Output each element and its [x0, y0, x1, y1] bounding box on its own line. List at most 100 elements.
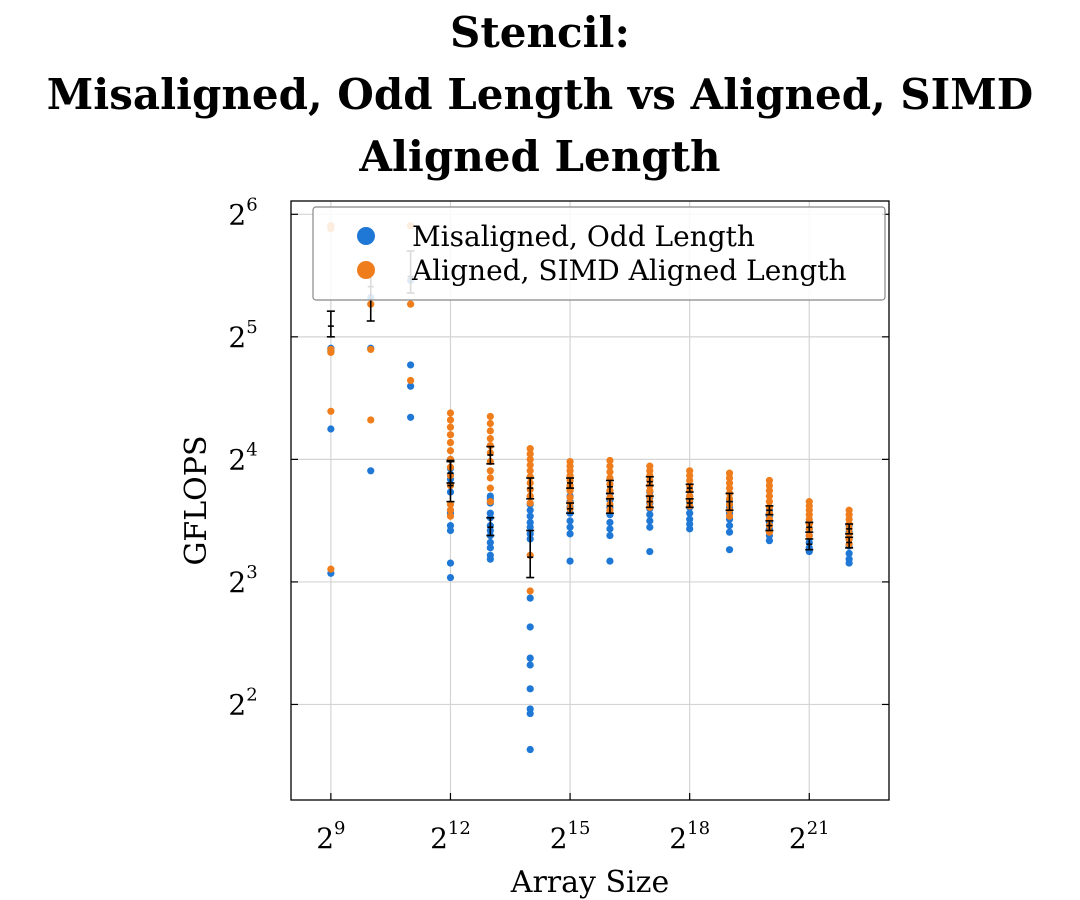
data-point	[486, 484, 494, 492]
data-point	[765, 492, 774, 500]
data-point	[606, 462, 614, 470]
data-point	[446, 500, 455, 509]
data-point	[327, 565, 335, 573]
data-point	[486, 544, 494, 552]
data-point	[526, 661, 534, 669]
y-tick-label: 22	[228, 684, 257, 721]
data-point	[407, 413, 415, 421]
data-point	[526, 506, 534, 514]
data-point	[845, 559, 853, 567]
data-point	[526, 594, 534, 602]
chart-title-line-3: Aligned Length	[359, 132, 721, 181]
x-tick-base: 2	[789, 822, 807, 855]
error-bar	[526, 477, 535, 500]
error-bar	[526, 529, 535, 579]
data-point	[566, 523, 574, 531]
error-bar	[765, 520, 774, 532]
y-tick-exponent: 4	[246, 439, 257, 460]
x-tick-label: 29	[316, 818, 345, 855]
y-tick-exponent: 6	[246, 194, 257, 215]
x-tick-base: 2	[550, 822, 568, 855]
data-point	[526, 467, 534, 475]
error-bar	[605, 479, 614, 495]
x-tick-label: 212	[430, 818, 471, 855]
error-bar	[685, 498, 694, 509]
error-bar	[805, 521, 814, 533]
data-point	[566, 517, 574, 525]
data-point	[367, 467, 375, 475]
legend-label-aligned: Aligned, SIMD Aligned Length	[411, 254, 847, 287]
data-point	[845, 549, 853, 558]
data-point	[486, 419, 494, 428]
data-point	[606, 525, 614, 533]
y-tick-label: 26	[228, 194, 257, 231]
error-bar	[326, 310, 335, 338]
data-point	[526, 654, 534, 662]
data-point	[606, 456, 614, 465]
series-0	[327, 222, 853, 754]
data-points	[327, 222, 853, 754]
data-point	[446, 512, 455, 520]
data-point	[686, 525, 694, 533]
data-point	[407, 300, 415, 308]
y-axis-label: GFLOPS	[179, 435, 214, 565]
data-point	[526, 499, 534, 507]
data-point	[446, 431, 455, 439]
data-point	[765, 498, 774, 506]
data-point	[526, 512, 534, 520]
error-bar	[645, 475, 654, 487]
data-point	[566, 487, 574, 495]
data-point	[526, 587, 534, 595]
data-point	[526, 455, 534, 463]
chart-title-line-2: Misaligned, Odd Length vs Aligned, SIMD	[46, 70, 1034, 119]
data-point	[327, 348, 335, 357]
x-tick-label: 218	[669, 818, 710, 855]
data-point	[446, 438, 455, 447]
x-axis-label: Array Size	[510, 865, 669, 900]
data-point	[566, 493, 574, 502]
data-point	[407, 376, 415, 385]
chart-title: Stencil: Misaligned, Odd Length vs Align…	[0, 2, 1080, 188]
y-tick-base: 2	[228, 443, 246, 476]
data-point	[446, 506, 455, 514]
legend: Misaligned, Odd Length Aligned, SIMD Ali…	[312, 206, 886, 301]
data-point	[486, 434, 494, 443]
legend-marker-misaligned	[357, 227, 375, 245]
legend-marker-aligned	[357, 261, 375, 279]
data-point	[407, 361, 415, 369]
data-point	[446, 559, 455, 567]
data-point	[566, 530, 574, 538]
data-point	[686, 476, 694, 485]
data-point	[805, 531, 813, 540]
data-point	[327, 407, 335, 415]
data-point	[526, 709, 534, 718]
x-tick-exponent: 12	[448, 818, 471, 839]
data-point	[606, 468, 614, 476]
data-point	[725, 474, 734, 482]
data-point	[407, 382, 415, 390]
data-point	[486, 412, 494, 421]
data-point	[446, 447, 455, 455]
y-tick-label: 24	[228, 439, 257, 476]
data-point	[765, 481, 774, 490]
data-point	[646, 511, 654, 519]
data-point	[446, 573, 455, 582]
data-point	[765, 476, 774, 485]
y-tick-base: 2	[228, 688, 246, 721]
error-bar	[725, 492, 734, 512]
data-point	[486, 555, 494, 563]
error-bar	[486, 445, 495, 465]
error-bar	[566, 502, 575, 515]
data-point	[765, 487, 774, 495]
legend-label-misaligned: Misaligned, Odd Length	[412, 220, 755, 253]
x-tick-exponent: 21	[807, 818, 830, 839]
data-point	[646, 487, 654, 495]
data-point	[486, 427, 494, 435]
data-point	[725, 512, 734, 520]
data-point	[526, 445, 534, 453]
chart-title-line-1: Stencil:	[450, 8, 630, 57]
x-tick-exponent: 9	[334, 818, 345, 839]
legend-box	[312, 206, 886, 301]
y-tick-base: 2	[228, 198, 246, 231]
